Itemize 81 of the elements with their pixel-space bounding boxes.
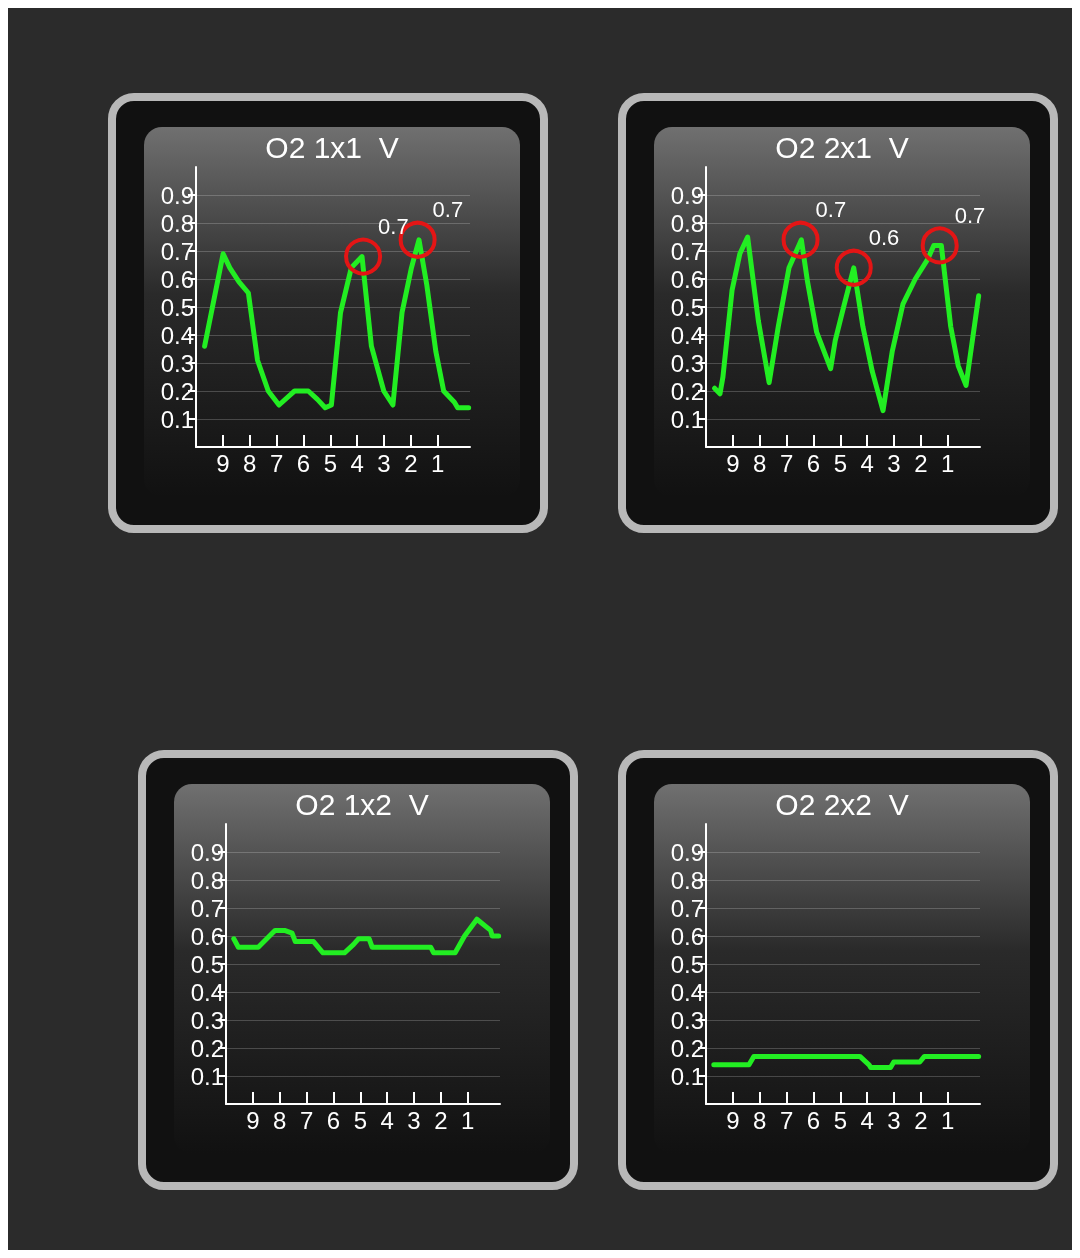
y-tick-label: 0.9 [670,181,704,209]
x-tick-label: 6 [296,449,311,477]
y-tick-label: 0.4 [160,321,194,349]
x-tick-label: 3 [377,449,391,477]
y-tick-label: 0.9 [670,838,704,866]
chart-title: O2 2x1 V [775,130,909,164]
chart-title: O2 2x2 V [775,787,909,821]
y-tick-label: 0.7 [670,894,704,922]
y-tick-label: 0.1 [160,405,194,433]
x-tick-label: 8 [753,449,767,477]
y-tick-label: 0.3 [190,1006,224,1034]
y-tick-label: 0.4 [670,321,704,349]
y-tick-label: 0.1 [190,1062,224,1090]
x-tick-label: 8 [273,1106,287,1134]
y-tick-label: 0.4 [670,978,704,1006]
x-tick-label: 4 [860,1106,874,1134]
y-tick-label: 0.2 [190,1034,224,1062]
x-tick-label: 2 [404,449,418,477]
x-tick-label: 8 [753,1106,767,1134]
y-tick-label: 0.8 [670,209,704,237]
y-tick-label: 0.3 [160,349,194,377]
y-tick-label: 0.4 [190,978,224,1006]
x-tick-label: 1 [941,449,955,477]
y-tick-label: 0.2 [670,1034,704,1062]
x-tick-label: 6 [806,449,821,477]
y-tick-label: 0.7 [190,894,224,922]
y-tick-label: 0.5 [670,293,704,321]
y-tick-label: 0.5 [160,293,194,321]
x-tick-label: 1 [461,1106,475,1134]
x-tick-label: 3 [407,1106,421,1134]
annotation: 0.7 [378,214,409,240]
x-tick-label: 2 [914,449,928,477]
x-tick-label: 7 [779,449,794,477]
x-tick-label: 7 [779,1106,794,1134]
y-tick-label: 0.6 [670,922,704,950]
x-tick-label: 8 [243,449,257,477]
x-tick-label: 2 [914,1106,928,1134]
annotation: 0.7 [815,197,847,223]
y-tick-label: 0.8 [670,866,704,894]
x-tick-label: 9 [246,1106,260,1134]
y-tick-label: 0.3 [670,349,704,377]
x-tick-label: 5 [833,1106,847,1134]
x-tick-label: 3 [887,449,901,477]
x-tick-label: 4 [380,1106,394,1134]
x-tick-label: 1 [431,449,445,477]
x-tick-label: 3 [887,1106,901,1134]
y-tick-label: 0.2 [670,377,704,405]
y-tick-label: 0.7 [160,237,194,265]
y-tick-label: 0.5 [670,950,704,978]
x-tick-label: 5 [323,449,337,477]
x-tick-label: 6 [326,1106,341,1134]
y-tick-label: 0.9 [160,181,194,209]
y-tick-label: 0.9 [190,838,224,866]
x-tick-label: 1 [941,1106,955,1134]
x-tick-label: 9 [216,449,230,477]
x-tick-label: 5 [833,449,847,477]
annotation: 0.7 [954,202,986,228]
y-tick-label: 0.2 [160,377,194,405]
y-tick-label: 0.3 [670,1006,704,1034]
y-tick-label: 0.8 [190,866,224,894]
x-tick-label: 4 [860,449,874,477]
y-tick-label: 0.1 [670,1062,704,1090]
chart-title: O2 1x1 V [265,130,399,164]
x-tick-label: 2 [434,1106,448,1134]
x-tick-label: 9 [726,449,740,477]
y-tick-label: 0.7 [670,237,704,265]
x-tick-label: 7 [269,449,284,477]
y-tick-label: 0.6 [670,265,704,293]
x-tick-label: 5 [353,1106,367,1134]
x-tick-label: 7 [299,1106,314,1134]
y-tick-label: 0.1 [670,405,704,433]
x-tick-label: 4 [350,449,364,477]
y-tick-label: 0.8 [160,209,194,237]
x-tick-label: 6 [806,1106,821,1134]
y-tick-label: 0.6 [190,922,224,950]
y-tick-label: 0.6 [160,265,194,293]
annotation: 0.6 [868,225,900,251]
x-tick-label: 9 [726,1106,740,1134]
chart-title: O2 1x2 V [295,787,429,821]
annotation: 0.7 [432,197,464,223]
y-tick-label: 0.5 [190,950,224,978]
